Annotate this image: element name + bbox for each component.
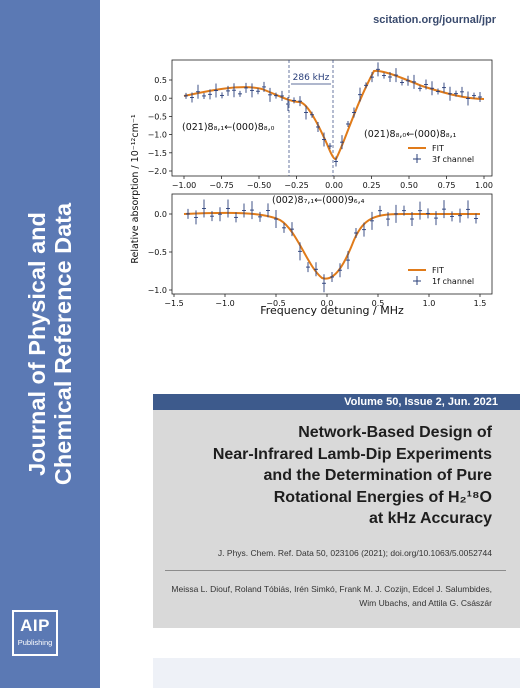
y-tick-label: 0.0 — [154, 210, 167, 219]
authors-line-2: Wim Ubachs, and Attila G. Császár — [359, 598, 492, 608]
bottom-band — [153, 658, 520, 688]
top-fit-curve — [183, 69, 485, 161]
y-tick-label: −1.5 — [148, 149, 167, 158]
y-tick-label: −0.5 — [148, 112, 167, 121]
top-label-right: (021)8₈,₀←(000)8₈,₁ — [364, 129, 457, 140]
bottom-label: (002)8₇,₁←(000)9₆,₄ — [272, 195, 365, 206]
x-tick-label: −1.5 — [164, 299, 183, 308]
x-tick-label: −0.25 — [284, 181, 309, 190]
x-tick-label: −1.00 — [172, 181, 197, 190]
article-title-line-1: Network-Based Design of — [298, 424, 492, 441]
x-tick-label: 0.00 — [325, 181, 343, 190]
journal-title: Journal of Physical and Chemical Referen… — [24, 16, 76, 672]
y-tick-label: 0.5 — [154, 76, 167, 85]
authors-line-1: Meissa L. Diouf, Roland Tóbiás, Irén Sim… — [171, 584, 492, 594]
cover-figure: Relative absorption / 10⁻¹²cm⁻¹ Frequenc… — [130, 59, 493, 317]
top-data-points — [184, 62, 482, 167]
bottom-data-points — [186, 199, 478, 293]
sidebar: Journal of Physical and Chemical Referen… — [0, 0, 100, 688]
y-tick-label: −0.5 — [148, 248, 167, 257]
x-tick-label: −0.50 — [247, 181, 272, 190]
y-tick-label: −1.0 — [148, 131, 167, 140]
bottom-plot-frame — [171, 193, 493, 295]
x-tick-label: −0.5 — [266, 299, 285, 308]
journal-title-line-1: Journal of Physical and — [24, 212, 50, 476]
x-tick-label: 0.75 — [438, 181, 456, 190]
issue-banner: Volume 50, Issue 2, Jun. 2021 — [153, 394, 520, 410]
top-width-annotation: 286 kHz — [293, 73, 330, 83]
article-title-line-3: and the Determination of Pure — [263, 467, 492, 484]
x-tick-label: 1.0 — [423, 299, 436, 308]
article-title-line-2: Near-Infrared Lamb-Dip Experiments — [212, 445, 492, 463]
top-label-left: (021)8₈,₁←(000)8₈,₀ — [182, 122, 275, 133]
issue-info: Volume 50, Issue 2, Jun. 2021 — [344, 396, 498, 408]
logo-publishing-text: Publishing — [17, 638, 53, 647]
x-tick-label: 0.50 — [400, 181, 418, 190]
authors: Meissa L. Diouf, Roland Tóbiás, Irén Sim… — [162, 582, 492, 610]
y-tick-label: −1.0 — [148, 286, 167, 295]
x-tick-label: 0.25 — [363, 181, 381, 190]
bottom-legend-fit: FIT — [432, 266, 444, 275]
journal-url[interactable]: scitation.org/journal/jpr — [373, 14, 496, 26]
y-tick-label: −2.0 — [148, 167, 167, 176]
citation[interactable]: J. Phys. Chem. Ref. Data 50, 023106 (202… — [217, 548, 492, 558]
x-tick-label: −0.75 — [209, 181, 234, 190]
bottom-legend: FIT 1f channel — [408, 266, 474, 286]
divider — [165, 570, 506, 571]
journal-title-line-2: Chemical Reference Data — [50, 202, 76, 486]
x-tick-label: 1.00 — [475, 181, 493, 190]
x-tick-label: 0.5 — [372, 299, 385, 308]
x-tick-label: 0.0 — [321, 299, 334, 308]
article-title[interactable]: Network-Based Design of Near-Infrared La… — [162, 422, 492, 530]
y-tick-label: 0.0 — [154, 94, 167, 103]
top-legend-channel: 3f channel — [432, 155, 474, 164]
article-title-line-4: Rotational Energies of H₂¹⁸O — [273, 488, 492, 506]
x-tick-label: 1.5 — [474, 299, 487, 308]
bottom-legend-channel: 1f channel — [432, 277, 474, 286]
x-tick-label: −1.0 — [215, 299, 234, 308]
top-legend-fit: FIT — [432, 144, 444, 153]
logo-aip-text: AIP — [20, 616, 50, 635]
article-info-box: Network-Based Design of Near-Infrared La… — [153, 410, 520, 628]
article-title-line-5: at kHz Accuracy — [368, 510, 492, 527]
figure-ylabel: Relative absorption / 10⁻¹²cm⁻¹ — [130, 114, 141, 264]
aip-publishing-logo: AIP Publishing — [12, 610, 58, 656]
top-plot-frame — [171, 59, 493, 177]
figure-xlabel: Frequency detuning / MHz — [260, 304, 404, 317]
top-legend: FIT 3f channel — [408, 144, 474, 164]
